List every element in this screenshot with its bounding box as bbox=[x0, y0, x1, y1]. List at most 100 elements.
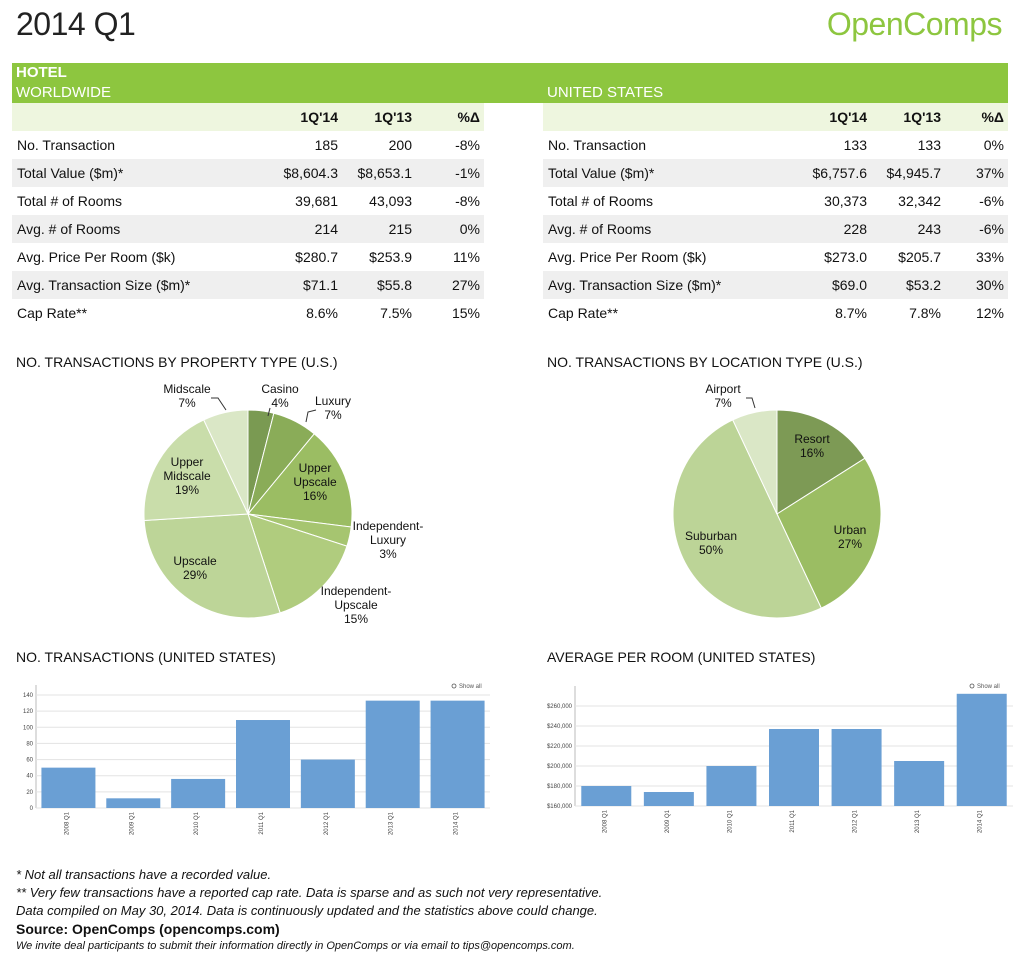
pie-slice bbox=[247, 433, 353, 528]
per-room-bar-chart: $160,000 $180,000 $200,000 $220,000 $240,000… bbox=[547, 683, 1013, 833]
table-cell: $253.9 bbox=[369, 249, 412, 265]
bar bbox=[236, 720, 290, 808]
x-tick-label: 2014 Q1 bbox=[454, 811, 460, 835]
table-cell: $53.2 bbox=[871, 271, 945, 299]
column-header: 1Q'14 bbox=[779, 103, 871, 131]
show-all-label: Show all bbox=[459, 684, 482, 690]
table-cell: 39,681 bbox=[295, 193, 338, 209]
table-row: Avg. Transaction Size ($m)* $71.1 $55.8 27% bbox=[12, 271, 484, 299]
page-title: 2014 Q1 bbox=[16, 6, 136, 42]
table-cell: 8.6% bbox=[306, 305, 338, 321]
bar bbox=[831, 729, 882, 806]
row-label: Avg. Price Per Room ($k) bbox=[548, 249, 707, 265]
row-label: Total Value ($m)* bbox=[543, 159, 779, 187]
brand-logo: OpenComps bbox=[826, 6, 1003, 42]
table-row: Avg. # of Rooms 214 215 0% bbox=[12, 215, 484, 243]
us-stats-table: 1Q'14 1Q'13 %Δ No. Transaction 133 133 0% Total… bbox=[543, 103, 1008, 327]
bar bbox=[769, 729, 819, 806]
y-tick-label: 120 bbox=[23, 709, 34, 715]
y-tick-label: 140 bbox=[23, 693, 34, 699]
table-cell: 200 bbox=[388, 137, 412, 153]
pie-slice bbox=[776, 457, 882, 609]
table-cell: $280.7 bbox=[295, 249, 338, 265]
y-tick-label: 60 bbox=[26, 758, 33, 764]
bar bbox=[171, 778, 226, 808]
pie-label: Independent-Upscale 15% bbox=[321, 584, 392, 626]
table-cell: 8.7% bbox=[835, 305, 867, 321]
table-cell: 185 bbox=[314, 137, 338, 153]
band-us-label: UNITED STATES bbox=[547, 84, 664, 101]
x-tick-label: 2009 Q1 bbox=[129, 811, 135, 835]
table-cell: 0% bbox=[983, 137, 1004, 153]
y-tick-label: 40 bbox=[26, 774, 33, 780]
pie-slice bbox=[776, 409, 866, 515]
table-cell: 11% bbox=[453, 249, 480, 265]
x-tick-label: 2011 Q1 bbox=[790, 809, 796, 832]
row-label: Total # of Rooms bbox=[17, 193, 123, 209]
column-header: 1Q'14 bbox=[254, 103, 342, 131]
show-all-button[interactable]: Show all bbox=[969, 683, 1000, 690]
pie-label: Suburban 50% bbox=[685, 529, 737, 557]
table-cell: $6,757.6 bbox=[779, 159, 871, 187]
y-tick-label: $240,000 bbox=[547, 724, 573, 730]
table-cell: -8% bbox=[455, 137, 480, 153]
per-room-title: AVERAGE PER ROOM (UNITED STATES) bbox=[547, 649, 816, 665]
table-cell: -6% bbox=[945, 215, 1008, 243]
y-tick-label: 20 bbox=[26, 790, 33, 796]
table-row: Avg. Price Per Room ($k) $280.7 $253.9 11% bbox=[12, 243, 484, 271]
table-cell: 30% bbox=[945, 271, 1008, 299]
y-tick-label: $160,000 bbox=[547, 804, 573, 810]
table-cell: 33% bbox=[975, 249, 1004, 265]
pie-label: Casino 4% bbox=[261, 382, 299, 410]
pie-label: Independent-Luxury 3% bbox=[353, 519, 424, 561]
table-cell: 215 bbox=[342, 215, 416, 243]
footnote-value: * Not all transactions have a recorded v… bbox=[16, 867, 272, 882]
y-tick-label: $200,000 bbox=[547, 764, 573, 770]
x-tick-label: 2012 Q1 bbox=[324, 811, 330, 835]
table-cell: 30,373 bbox=[824, 193, 867, 209]
band-hotel-label: HOTEL bbox=[16, 64, 67, 81]
y-tick-label: 80 bbox=[26, 741, 33, 747]
table-row: Avg. Price Per Room ($k) $273.0 $205.7 33% bbox=[543, 243, 1008, 271]
x-tick-label: 2013 Q1 bbox=[389, 811, 395, 835]
table-cell: $8,604.3 bbox=[254, 159, 342, 187]
pie-label: Upper Upscale 16% bbox=[293, 461, 337, 503]
row-label: Cap Rate** bbox=[548, 305, 619, 321]
bar bbox=[581, 786, 632, 806]
pie-slice bbox=[143, 513, 281, 619]
y-tick-label: $260,000 bbox=[547, 704, 573, 710]
x-tick-label: 2012 Q1 bbox=[853, 809, 859, 833]
table-cell: $55.8 bbox=[342, 271, 416, 299]
pie-label: Urban 27% bbox=[834, 523, 867, 551]
x-tick-label: 2011 Q1 bbox=[259, 811, 265, 834]
table-cell: 133 bbox=[843, 137, 867, 153]
table-row: Cap Rate** 8.7% 7.8% 12% bbox=[543, 299, 1008, 327]
column-header: %Δ bbox=[945, 103, 1008, 131]
x-tick-label: 2009 Q1 bbox=[665, 809, 671, 833]
row-label: Cap Rate** bbox=[17, 305, 88, 321]
worldwide-stats-table: 1Q'14 1Q'13 %Δ No. Transaction 185 200 -8% Tota… bbox=[12, 103, 484, 327]
transactions-title: NO. TRANSACTIONS (UNITED STATES) bbox=[16, 649, 276, 665]
pie-slice bbox=[203, 409, 249, 515]
bar bbox=[430, 700, 485, 808]
table-row: Avg. Transaction Size ($m)* $69.0 $53.2 30% bbox=[543, 271, 1008, 299]
table-cell: 7.8% bbox=[909, 305, 941, 321]
pie-slice bbox=[143, 419, 249, 522]
show-all-label: Show all bbox=[977, 684, 1000, 690]
source-line: Source: OpenComps (opencomps.com) bbox=[16, 921, 280, 937]
column-header: 1Q'13 bbox=[871, 103, 945, 131]
y-tick-label: $220,000 bbox=[547, 744, 573, 750]
table-row: No. Transaction 185 200 -8% bbox=[12, 131, 484, 159]
show-all-button[interactable]: Show all bbox=[451, 683, 482, 690]
table-row: No. Transaction 133 133 0% bbox=[543, 131, 1008, 159]
table-cell: -8% bbox=[455, 193, 480, 209]
pie-leader-line bbox=[746, 397, 756, 409]
pie-slice bbox=[732, 409, 778, 515]
table-cell: 12% bbox=[975, 305, 1004, 321]
zoom-icon bbox=[451, 683, 457, 689]
row-label: Avg. Price Per Room ($k) bbox=[17, 249, 176, 265]
table-row: Total # of Rooms 30,373 32,342 -6% bbox=[543, 187, 1008, 215]
pie-slice bbox=[247, 513, 348, 614]
footnotes: * Not all transactions have a recorded v… bbox=[16, 866, 602, 954]
table-cell: 32,342 bbox=[898, 193, 941, 209]
